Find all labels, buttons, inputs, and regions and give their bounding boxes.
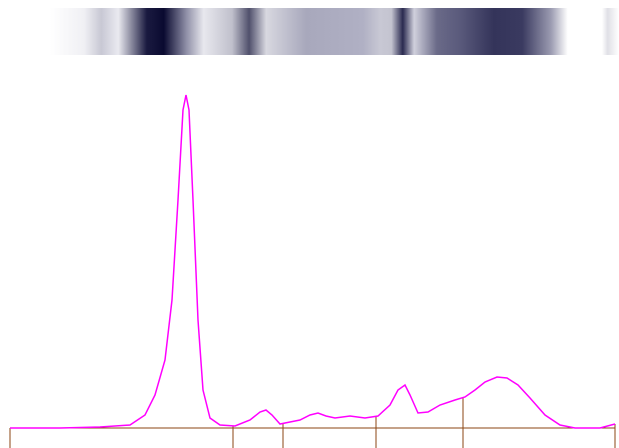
chart	[0, 0, 619, 448]
density-curve	[10, 95, 615, 428]
page	[0, 0, 619, 448]
